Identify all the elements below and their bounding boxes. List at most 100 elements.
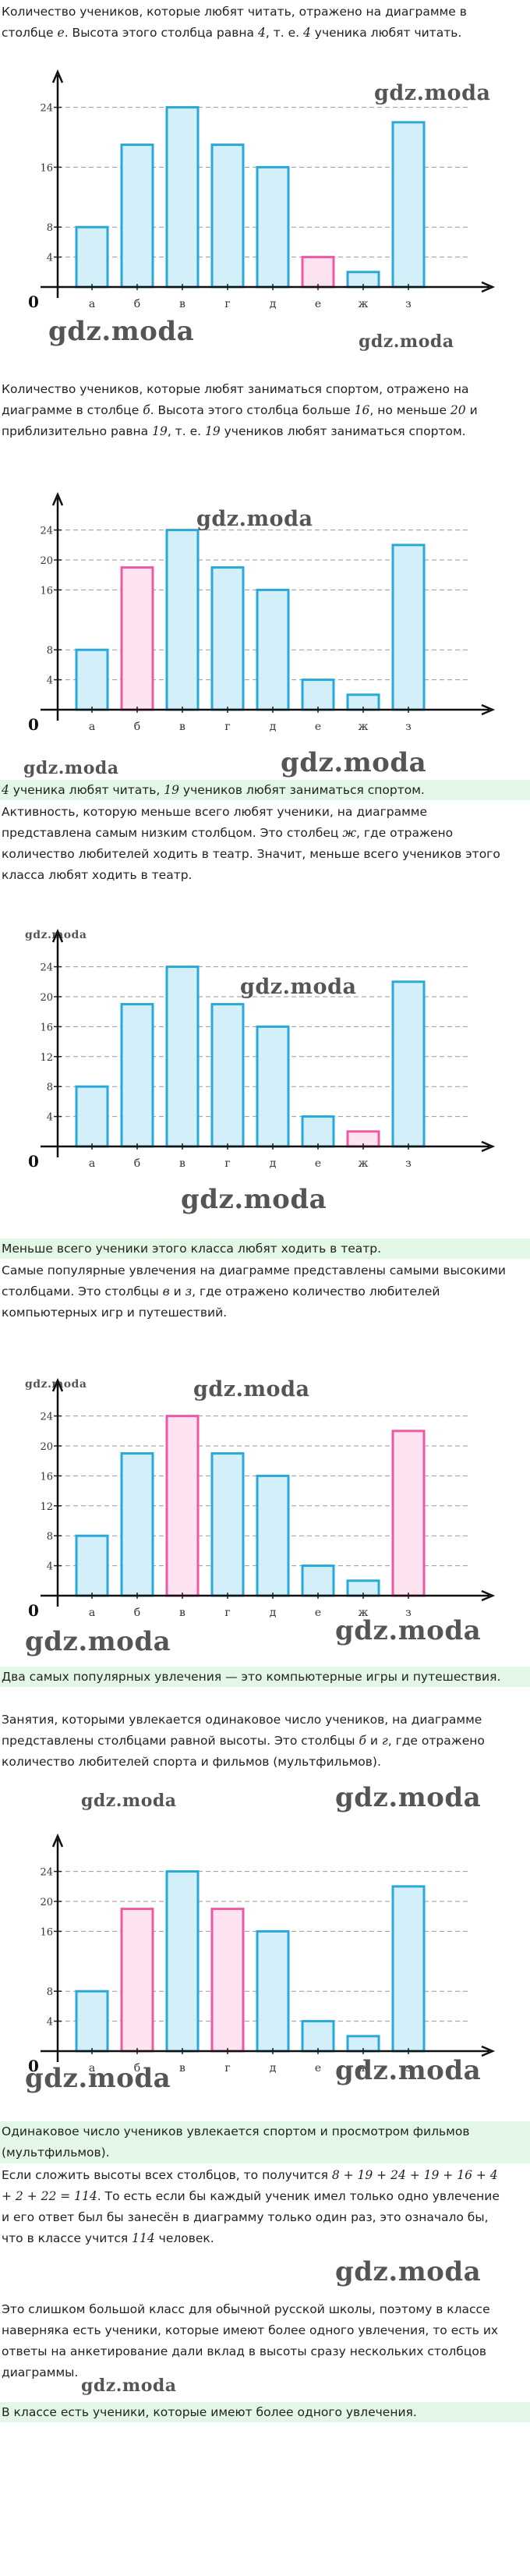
paragraph-sum: Если сложить высоты всех столбцов, то по… (2, 2165, 508, 2249)
x-tick-label: д (270, 1607, 277, 1619)
origin-label: 0 (28, 715, 39, 734)
text: Активность, которую меньше всего любят у… (2, 805, 428, 840)
answer-highlight-3: Два самых популярных увлечения — это ком… (0, 1667, 530, 1687)
x-tick-label: б (134, 721, 140, 733)
x-tick-label: з (405, 1157, 412, 1170)
x-tick-label: з (405, 721, 412, 733)
watermark: gdz.moda (181, 1184, 327, 1215)
text: Если сложить высоты всех столбцов, то по… (2, 2168, 332, 2182)
watermark: gdz.moda (25, 2063, 171, 2094)
x-tick-label: г (224, 721, 230, 733)
x-tick-label: г (224, 298, 230, 310)
bar-chart-4: 4 8 12 16 20 24 а б в г д е ж з 0 (28, 1377, 496, 1620)
text: учеников любят заниматься спортом. (178, 783, 425, 797)
y-tick-label: 4 (47, 1112, 53, 1124)
math: 114 (132, 2231, 155, 2245)
x-tick-label: а (89, 298, 95, 310)
y-tick-label: 24 (40, 962, 53, 974)
bar (165, 966, 200, 1148)
math: в (162, 1284, 170, 1299)
math: з (185, 1284, 193, 1299)
math: е (57, 26, 65, 40)
watermark: gdz.moda (193, 1377, 310, 1401)
x-tick-label: ж (359, 2062, 369, 2075)
bar (391, 121, 426, 289)
text: , т. е. (265, 26, 303, 40)
bar (210, 1452, 245, 1597)
y-tick-label: 8 (47, 1531, 53, 1543)
text: , но меньше (369, 403, 450, 417)
watermark: gdz.moda (374, 81, 491, 105)
paragraph-reading: Количество учеников, которые любят читат… (2, 2, 508, 44)
bar (75, 1990, 109, 2053)
origin-label: 0 (28, 2057, 39, 2075)
x-tick-label: б (134, 1607, 140, 1619)
watermark: gdz.moda (240, 975, 357, 999)
y-tick-label: 24 (40, 526, 53, 537)
origin-label: 0 (28, 292, 39, 311)
y-tick-label: 20 (40, 992, 53, 1004)
answer-highlight-2: Меньше всего ученики этого класса любят … (0, 1238, 530, 1259)
math: 20 (450, 403, 466, 417)
y-tick-label: 16 (40, 1022, 53, 1033)
text: . Высота этого столбца равна (64, 26, 258, 40)
bar (120, 144, 154, 289)
x-tick-label: з (405, 2062, 412, 2075)
bar-chart-1: 4 8 16 24 а б в г д е ж з 0 (28, 69, 496, 311)
x-tick-label: е (315, 2062, 321, 2075)
math: 4 (2, 783, 9, 797)
text: . Высота этого столбца больше (150, 403, 355, 417)
bar (301, 1115, 335, 1148)
text: , где отражено количество любителей комп… (2, 1284, 440, 1320)
x-tick-label: г (224, 1607, 230, 1619)
bar (391, 1430, 426, 1597)
text: ученика любят читать, (9, 783, 164, 797)
text: . То есть если бы каждый ученик имел тол… (2, 2189, 500, 2245)
x-tick-label: д (270, 721, 277, 733)
y-axis-arrow (51, 69, 64, 83)
bar (165, 106, 200, 289)
origin-label: 0 (28, 1152, 39, 1171)
text: ученика любят читать. (310, 26, 462, 40)
bar (120, 1908, 154, 2053)
math: 16 (354, 403, 370, 417)
bar (391, 544, 426, 711)
bar (75, 1085, 109, 1148)
math: ж (342, 826, 356, 840)
bar (210, 144, 245, 289)
x-tick-label: а (89, 1607, 95, 1619)
y-axis-arrow (51, 1377, 64, 1392)
bar (256, 165, 290, 289)
watermark: gdz.moda (48, 316, 195, 347)
x-tick-label: е (315, 1607, 321, 1619)
math: г (381, 1734, 388, 1748)
bar-chart-2: 4 8 16 20 24 а б в г д е ж з 0 (28, 491, 496, 734)
y-tick-label: 20 (40, 555, 53, 567)
watermark: gdz.moda (335, 2256, 482, 2287)
text: человек. (154, 2231, 214, 2245)
x-tick-label: а (89, 1157, 95, 1170)
x-axis-arrow (481, 703, 496, 716)
bar (165, 1870, 200, 2053)
y-tick-label: 8 (47, 222, 53, 234)
text: и (169, 1284, 186, 1299)
x-tick-label: а (89, 721, 95, 733)
bar (256, 588, 290, 711)
bar-chart-3: 4 8 12 16 20 24 а б в г д е ж з 0 (28, 928, 496, 1171)
x-tick-label: б (134, 2062, 140, 2075)
x-tick-label: е (315, 298, 321, 310)
y-tick-label: 16 (40, 162, 53, 174)
math: б (359, 1734, 366, 1748)
x-axis-arrow (481, 1589, 496, 1602)
x-tick-label: а (89, 2062, 95, 2075)
watermark: gdz.moda (196, 507, 313, 531)
y-tick-label: 24 (40, 1412, 53, 1423)
bar (120, 566, 154, 711)
answer-highlight-1: 4 ученика любят читать, 19 учеников любя… (0, 780, 530, 800)
y-tick-label: 4 (47, 675, 53, 687)
x-tick-label: б (134, 298, 140, 310)
math: б (143, 403, 150, 417)
text: , где отражено количество любителей ходи… (2, 826, 500, 882)
bar (120, 1452, 154, 1597)
